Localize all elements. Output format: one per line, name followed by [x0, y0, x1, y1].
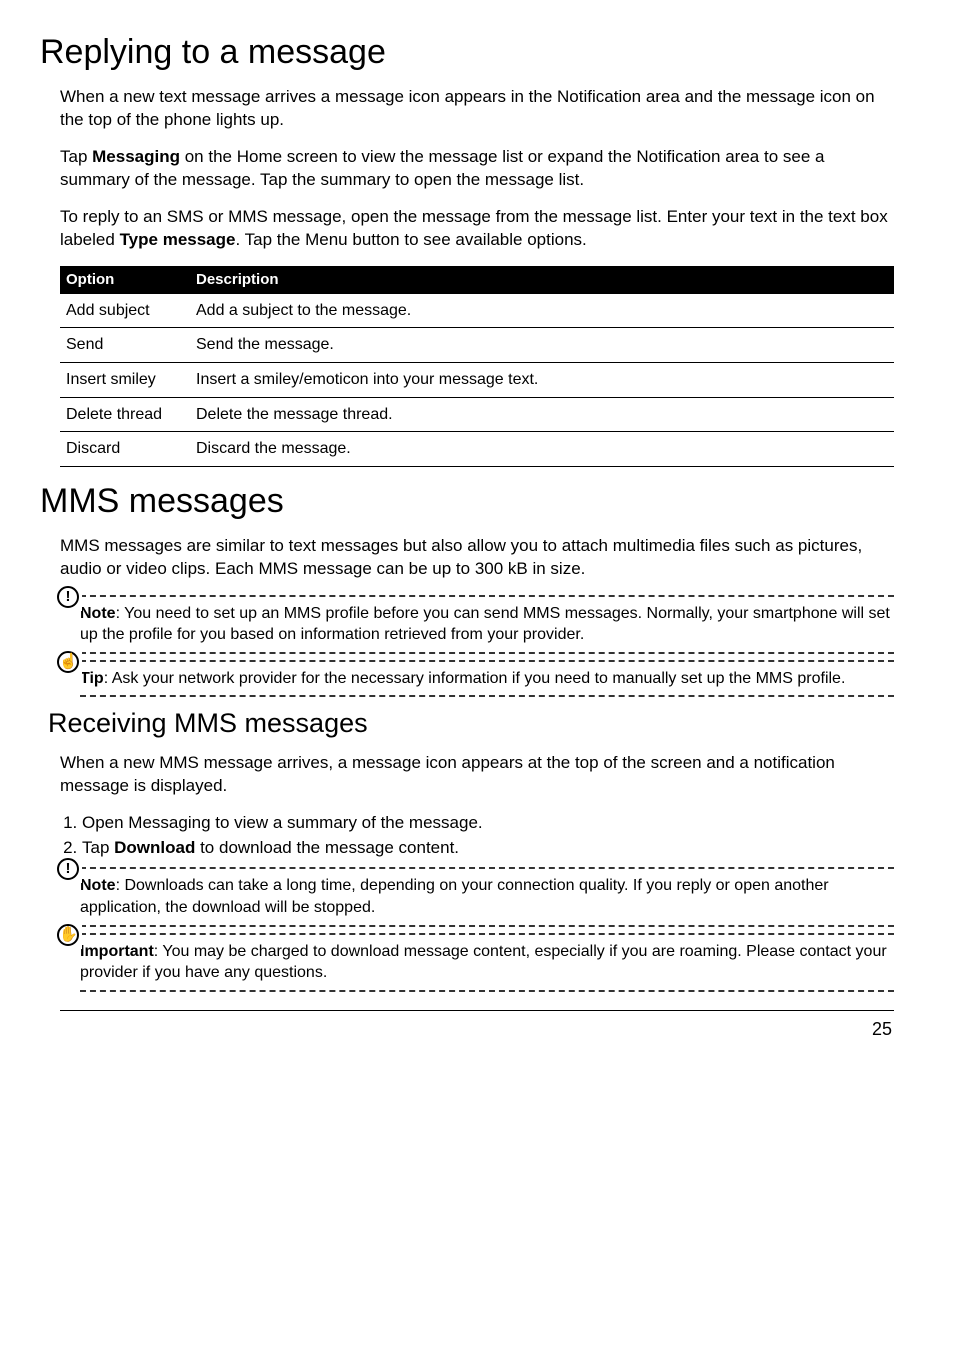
note-text: : Downloads can take a long time, depend…: [80, 877, 829, 916]
heading-mms: MMS messages: [40, 479, 894, 525]
table-cell: Add a subject to the message.: [190, 294, 894, 328]
exclamation-icon: !: [57, 858, 79, 880]
important-content: Important: You may be charged to downloa…: [80, 939, 894, 986]
dashed-line: [80, 695, 894, 697]
tip-callout: ☝ Tip: Ask your network provider for the…: [60, 660, 894, 698]
heading-replying: Replying to a message: [40, 30, 894, 76]
table-cell: Insert a smiley/emoticon into your messa…: [190, 362, 894, 397]
step-2: Tap Download to download the message con…: [82, 837, 894, 860]
important-icon: ✋: [57, 924, 79, 946]
bold-type-message: Type message: [120, 230, 236, 249]
table-cell: Send: [60, 328, 190, 363]
bold-messaging: Messaging: [92, 147, 180, 166]
table-cell: Add subject: [60, 294, 190, 328]
table-row: Delete thread Delete the message thread.: [60, 397, 894, 432]
dashed-line: [80, 660, 894, 662]
table-cell: Discard: [60, 432, 190, 467]
note-text: : You need to set up an MMS profile befo…: [80, 605, 890, 644]
table-row: Insert smiley Insert a smiley/emoticon i…: [60, 362, 894, 397]
icon-wrap: ✋: [54, 921, 82, 949]
table-header-description: Description: [190, 266, 894, 294]
para-receiving: When a new MMS message arrives, a messag…: [60, 752, 894, 798]
table-cell: Insert smiley: [60, 362, 190, 397]
table-header-option: Option: [60, 266, 190, 294]
step-1: Open Messaging to view a summary of the …: [82, 812, 894, 835]
para-reply-3: To reply to an SMS or MMS message, open …: [60, 206, 894, 252]
table-cell: Delete thread: [60, 397, 190, 432]
icon-wrap: !: [54, 583, 82, 611]
dashed-line: [80, 925, 894, 927]
table-row: Send Send the message.: [60, 328, 894, 363]
table-cell: Delete the message thread.: [190, 397, 894, 432]
text-fragment: Tap: [82, 838, 114, 857]
subheading-receiving: Receiving MMS messages: [48, 705, 894, 741]
para-mms-1: MMS messages are similar to text message…: [60, 535, 894, 581]
table-row: Add subject Add a subject to the message…: [60, 294, 894, 328]
dashed-line: [80, 867, 894, 869]
dashed-line: [80, 990, 894, 992]
page-number: 25: [60, 1017, 894, 1041]
tip-icon: ☝: [57, 651, 79, 673]
table-cell: Send the message.: [190, 328, 894, 363]
note-content: Note: You need to set up an MMS profile …: [80, 601, 894, 648]
table-cell: Discard the message.: [190, 432, 894, 467]
footer-line: [60, 1010, 894, 1011]
para-reply-1: When a new text message arrives a messag…: [60, 86, 894, 132]
note-content: Note: Downloads can take a long time, de…: [80, 873, 894, 920]
text-fragment: . Tap the Menu button to see available o…: [235, 230, 586, 249]
important-label: Important: [80, 943, 154, 960]
note-callout-2: ! Note: Downloads can take a long time, …: [60, 867, 894, 926]
tip-content: Tip: Ask your network provider for the n…: [80, 666, 894, 692]
text-fragment: to download the message content.: [195, 838, 459, 857]
dashed-line: [80, 595, 894, 597]
table-row: Discard Discard the message.: [60, 432, 894, 467]
note-callout-1: ! Note: You need to set up an MMS profil…: [60, 595, 894, 654]
important-text: : You may be charged to download message…: [80, 943, 887, 982]
note-label: Note: [80, 877, 116, 894]
bold-download: Download: [114, 838, 195, 857]
tip-text: : Ask your network provider for the nece…: [104, 670, 846, 687]
icon-wrap: !: [54, 855, 82, 883]
important-callout: ✋ Important: You may be charged to downl…: [60, 933, 894, 992]
icon-wrap: ☝: [54, 648, 82, 676]
dashed-line: [80, 933, 894, 935]
para-reply-2: Tap Messaging on the Home screen to view…: [60, 146, 894, 192]
note-label: Note: [80, 605, 116, 622]
exclamation-icon: !: [57, 586, 79, 608]
steps-list: Open Messaging to view a summary of the …: [60, 812, 894, 860]
dashed-line: [80, 652, 894, 654]
text-fragment: Tap: [60, 147, 92, 166]
tip-label: Tip: [80, 670, 104, 687]
options-table: Option Description Add subject Add a sub…: [60, 266, 894, 467]
